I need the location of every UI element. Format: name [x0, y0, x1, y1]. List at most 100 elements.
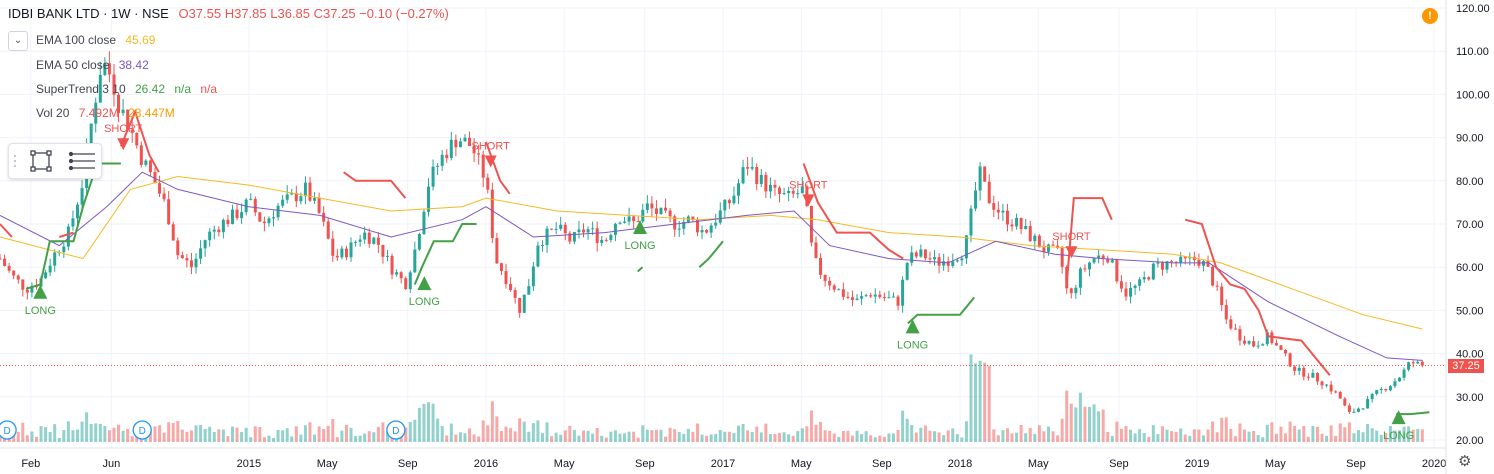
candle-body: [472, 145, 476, 154]
volume-bar: [509, 428, 513, 442]
volume-bar: [322, 428, 326, 442]
candle-body: [654, 208, 658, 214]
supertrend-down-line: [119, 108, 160, 173]
object-tree-icon[interactable]: [68, 151, 96, 171]
volume-bar: [1147, 436, 1151, 442]
volume-bar: [176, 421, 180, 442]
volume-bar: [513, 431, 517, 442]
select-frame-icon[interactable]: [30, 150, 52, 172]
volume-bar: [21, 422, 25, 442]
volume-bar: [1315, 426, 1319, 442]
candle-body: [823, 274, 827, 281]
ema100-line: [0, 175, 1423, 330]
volume-bar: [800, 428, 804, 442]
legend-volume[interactable]: Vol 20 7.492M 28.447M: [36, 106, 175, 120]
alert-warning-icon[interactable]: !: [1422, 8, 1438, 24]
legend-label: SuperTrend 3 10: [36, 82, 126, 96]
supertrend-down-line: [1065, 197, 1113, 285]
volume-bar: [422, 403, 426, 442]
candle-body: [1352, 411, 1356, 413]
volume-bar: [344, 424, 348, 442]
candle-body: [144, 160, 148, 165]
candle-body: [518, 297, 522, 313]
candle-body: [891, 296, 895, 298]
volume-bar: [39, 426, 43, 442]
legend-value: 7.492M: [78, 106, 119, 120]
candle-body: [34, 286, 38, 288]
candle-body: [869, 295, 873, 297]
candle-body: [996, 209, 1000, 213]
candle-body: [376, 237, 380, 245]
volume-bar: [942, 435, 946, 442]
candle-body: [372, 237, 376, 244]
volume-bar: [905, 418, 909, 442]
candle-body: [1402, 369, 1406, 378]
candle-body: [1274, 343, 1278, 346]
candle-body: [1338, 391, 1342, 399]
candle-body: [659, 207, 663, 214]
candle-body: [691, 216, 695, 220]
volume-bar: [978, 360, 982, 442]
x-tick-label: 2015: [237, 458, 261, 470]
volume-bar: [1352, 433, 1356, 442]
candle-body: [955, 260, 959, 262]
volume-bar: [1247, 431, 1251, 442]
short-signal-arrow: [484, 155, 497, 168]
volume-bar: [490, 401, 494, 442]
drag-handle-icon[interactable]: [14, 155, 16, 167]
volume-bar: [1151, 425, 1155, 442]
candle-body: [1051, 244, 1055, 246]
candle-body: [272, 217, 276, 219]
volume-bar: [189, 430, 193, 442]
candle-body: [1124, 288, 1128, 297]
volume-bar: [367, 431, 371, 442]
volume-bar: [545, 422, 549, 442]
legend-ema100[interactable]: EMA 100 close 45.69: [36, 33, 155, 47]
candle-body: [463, 137, 467, 142]
candle-body: [417, 234, 421, 250]
legend-collapse-button[interactable]: ⌄: [8, 31, 28, 51]
volume-bar: [326, 425, 330, 442]
volume-bar: [449, 423, 453, 442]
candle-body: [217, 229, 221, 233]
signal-markers: LONG SHORT LONG SHORT LONG SHORT LONG SHORT LONG: [25, 123, 1414, 442]
volume-bar: [668, 427, 672, 442]
volume-bar: [755, 426, 759, 442]
candle-body: [682, 221, 686, 229]
volume-bar: [832, 433, 836, 442]
volume-bar: [272, 438, 276, 442]
volume-bar: [960, 437, 964, 442]
ema50-line: [0, 171, 1423, 361]
volume-bar: [974, 363, 978, 442]
volume-bar: [1343, 427, 1347, 442]
candle-body: [440, 154, 444, 166]
volume-bar: [481, 420, 485, 442]
volume-bar: [408, 421, 412, 442]
x-tick-label: 2017: [711, 458, 735, 470]
candle-body: [1119, 281, 1123, 289]
candle-body: [673, 216, 677, 230]
legend-supertrend[interactable]: SuperTrend 3 10 26.42 n/a n/a: [36, 82, 217, 96]
volume-bar: [1088, 406, 1092, 442]
volume-bar: [1256, 435, 1260, 442]
volume-bar: [814, 424, 818, 442]
volume-bar: [609, 431, 613, 442]
candle-body: [162, 193, 166, 200]
x-tick-label: Sep: [398, 458, 418, 470]
volume-bar: [153, 426, 157, 442]
gear-icon[interactable]: ⚙: [1458, 453, 1472, 470]
candle-body: [208, 231, 212, 241]
volume-bar: [1033, 433, 1037, 442]
volume-bar: [746, 430, 750, 442]
volume-bar: [171, 422, 175, 442]
candle-body: [714, 222, 718, 226]
candle-body: [819, 257, 823, 275]
candle-body: [1416, 361, 1420, 364]
volume-bar: [1174, 431, 1178, 442]
volume-bar: [1170, 431, 1174, 442]
legend-ema50[interactable]: EMA 50 close 38.42: [36, 58, 149, 72]
volume-bar: [955, 434, 959, 442]
candle-body: [837, 289, 841, 291]
